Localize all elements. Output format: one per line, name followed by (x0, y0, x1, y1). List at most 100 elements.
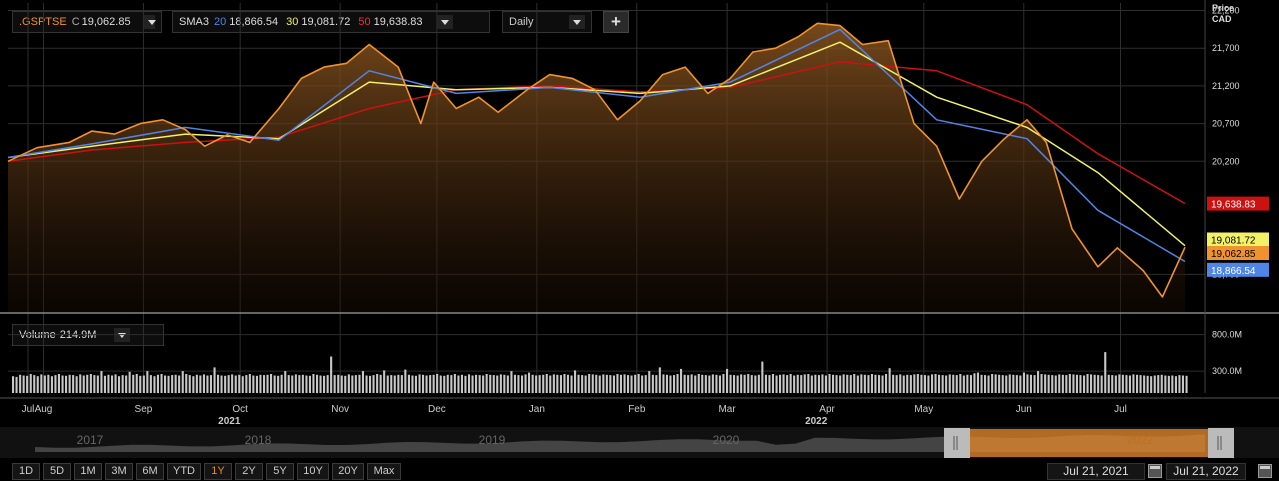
volume-bar (33, 375, 36, 393)
symbol-legend[interactable]: .GSPTSE C 19,062.85 (12, 11, 162, 33)
range-button-1d[interactable]: 1D (12, 463, 40, 480)
volume-bar (1090, 374, 1093, 393)
range-button-10y[interactable]: 10Y (297, 463, 329, 480)
volume-bar (12, 376, 15, 393)
volume-bar (422, 374, 425, 394)
volume-bar (747, 374, 750, 393)
volume-bar (171, 375, 174, 393)
volume-bar (1157, 375, 1160, 393)
volume-bar (266, 374, 269, 394)
volume-bar (47, 374, 50, 394)
volume-bar (319, 375, 322, 393)
volume-bar (623, 374, 626, 393)
range-button-3m[interactable]: 3M (105, 463, 133, 480)
volume-bar (966, 374, 969, 394)
volume-bar (860, 374, 863, 393)
year-label: 2022 (805, 416, 828, 427)
volume-bar (1026, 374, 1029, 393)
volume-bar (414, 375, 417, 393)
volume-bar (1097, 375, 1100, 393)
volume-bar (100, 371, 103, 393)
date-to-value: Jul 21, 2022 (1173, 464, 1239, 478)
volume-bar (156, 374, 159, 394)
volume-bar (252, 375, 255, 393)
volume-bar (690, 374, 693, 393)
price-tick-label: 20,700 (1212, 119, 1240, 129)
volume-bar (839, 375, 842, 393)
volume-bar (729, 374, 732, 394)
symbol-dropdown-icon[interactable] (143, 15, 157, 29)
value-badge-sma30 (1207, 232, 1269, 247)
volume-bar (708, 375, 711, 393)
volume-bar (994, 374, 997, 393)
volume-bar (1054, 375, 1057, 393)
interval-select[interactable]: Daily (502, 11, 592, 33)
range-button-5d[interactable]: 5D (43, 463, 71, 480)
volume-bar (846, 374, 849, 394)
date-to-field[interactable]: Jul 21, 2022 (1166, 463, 1246, 480)
range-button-5y[interactable]: 5Y (266, 463, 294, 480)
calendar-to-icon[interactable] (1258, 464, 1272, 478)
volume-bar (1047, 374, 1050, 394)
volume-bar (234, 375, 237, 393)
volume-bar (842, 374, 845, 393)
volume-bar (114, 374, 117, 393)
volume-bar (270, 374, 273, 393)
volume-bar (1164, 375, 1167, 393)
calendar-from-icon[interactable] (1148, 464, 1162, 478)
range-button-6m[interactable]: 6M (136, 463, 164, 480)
interval-dropdown-icon[interactable] (569, 15, 585, 29)
volume-bar (139, 375, 142, 393)
volume-bar (411, 375, 414, 393)
date-from-field[interactable]: Jul 21, 2021 (1047, 463, 1145, 480)
sma-dropdown-icon[interactable] (436, 15, 453, 29)
volume-bar (945, 375, 948, 393)
range-button-max[interactable]: Max (367, 463, 401, 480)
volume-bar (931, 374, 934, 393)
add-indicator-button[interactable]: + (603, 11, 629, 33)
volume-bar (1068, 374, 1071, 393)
volume-bar (736, 375, 739, 393)
range-button-1y[interactable]: 1Y (204, 463, 232, 480)
volume-bar (757, 374, 760, 394)
volume-bar (224, 375, 227, 393)
volume-bar (644, 375, 647, 393)
range-button-1m[interactable]: 1M (74, 463, 102, 480)
volume-bar (962, 375, 965, 393)
volume-bar (630, 375, 633, 393)
month-label: Jun (1016, 404, 1032, 415)
month-label: Mar (718, 404, 736, 415)
volume-bar (1107, 374, 1110, 394)
volume-bar (1118, 374, 1121, 393)
volume-bar (326, 375, 329, 393)
range-button-ytd[interactable]: YTD (167, 463, 201, 480)
volume-bar (372, 375, 375, 393)
range-button-20y[interactable]: 20Y (332, 463, 364, 480)
volume-bar (927, 375, 930, 393)
volume-bar (1093, 374, 1096, 394)
volume-bar (393, 375, 396, 393)
sma-legend[interactable]: SMA3 20 18,866.54 30 19,081.72 50 19,638… (172, 11, 490, 33)
volume-bar (581, 375, 584, 393)
volume-bar (361, 371, 364, 393)
volume-bar (566, 374, 569, 394)
volume-bar (241, 376, 244, 393)
price-volume-chart[interactable]: Jul Aug Sep Oct Nov Dec Jan Feb Mar Apr May Jun Jul2… (0, 0, 1279, 460)
interval-value: Daily (509, 16, 534, 28)
range-button-2y[interactable]: 2Y (235, 463, 263, 480)
volume-bar (743, 374, 746, 394)
volume-bar (29, 374, 32, 393)
volume-bar (160, 374, 163, 393)
volume-bar (429, 375, 432, 393)
volume-bar (1022, 372, 1025, 393)
volume-bar (552, 374, 555, 393)
volume-bar (323, 375, 326, 393)
price-tick-label: 21,200 (1212, 81, 1240, 91)
volume-bar (510, 371, 513, 393)
volume-bar (563, 374, 566, 393)
volume-bar (634, 374, 637, 394)
volume-bar (142, 375, 145, 393)
volume-bar (439, 375, 442, 393)
volume-bar (998, 374, 1001, 394)
navigator-year-label: 2019 (479, 433, 506, 447)
